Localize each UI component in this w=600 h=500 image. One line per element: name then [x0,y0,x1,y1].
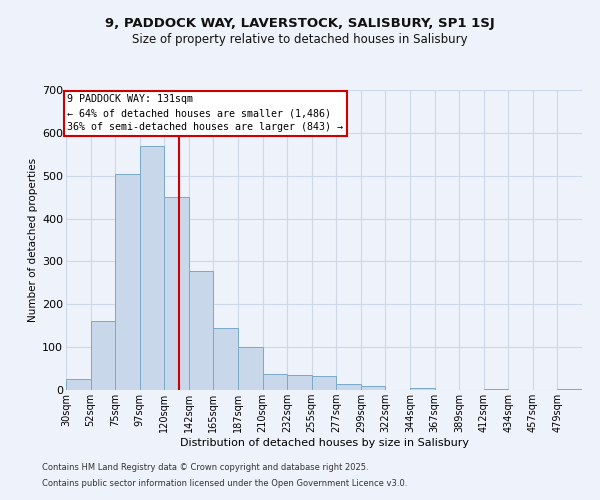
Bar [287,376,312,390]
Bar [557,389,582,390]
Text: 9, PADDOCK WAY, LAVERSTOCK, SALISBURY, SP1 1SJ: 9, PADDOCK WAY, LAVERSTOCK, SALISBURY, S… [105,18,495,30]
Bar [263,374,287,390]
Bar [410,388,434,390]
Text: 9 PADDOCK WAY: 131sqm
← 64% of detached houses are smaller (1,486)
36% of semi-d: 9 PADDOCK WAY: 131sqm ← 64% of detached … [67,94,343,132]
Bar [312,376,336,390]
Bar [336,384,361,390]
Y-axis label: Number of detached properties: Number of detached properties [28,158,38,322]
Bar [66,380,91,390]
Text: Size of property relative to detached houses in Salisbury: Size of property relative to detached ho… [132,32,468,46]
Bar [115,174,140,390]
Bar [189,271,214,390]
Bar [484,388,508,390]
Bar [91,322,115,390]
Bar [361,386,385,390]
Bar [140,146,164,390]
Bar [238,347,263,390]
Text: Contains public sector information licensed under the Open Government Licence v3: Contains public sector information licen… [42,478,407,488]
Text: Contains HM Land Registry data © Crown copyright and database right 2025.: Contains HM Land Registry data © Crown c… [42,464,368,472]
X-axis label: Distribution of detached houses by size in Salisbury: Distribution of detached houses by size … [179,438,469,448]
Bar [214,328,238,390]
Bar [164,197,189,390]
